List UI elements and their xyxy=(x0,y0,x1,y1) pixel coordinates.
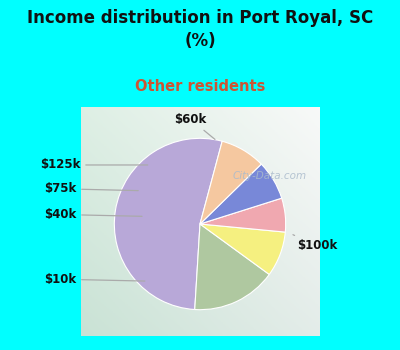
Text: $10k: $10k xyxy=(44,273,145,286)
Text: $125k: $125k xyxy=(40,159,148,172)
Wedge shape xyxy=(114,138,222,309)
Text: Other residents: Other residents xyxy=(135,79,265,93)
Wedge shape xyxy=(200,164,282,224)
Wedge shape xyxy=(200,141,261,224)
Text: $100k: $100k xyxy=(293,235,337,252)
Text: $60k: $60k xyxy=(174,113,215,139)
Wedge shape xyxy=(200,224,285,274)
Wedge shape xyxy=(200,198,286,232)
Text: $75k: $75k xyxy=(44,182,138,195)
Wedge shape xyxy=(195,224,269,310)
Text: City-Data.com: City-Data.com xyxy=(233,172,307,181)
Text: $40k: $40k xyxy=(44,208,142,221)
Text: Income distribution in Port Royal, SC
(%): Income distribution in Port Royal, SC (%… xyxy=(27,9,373,49)
